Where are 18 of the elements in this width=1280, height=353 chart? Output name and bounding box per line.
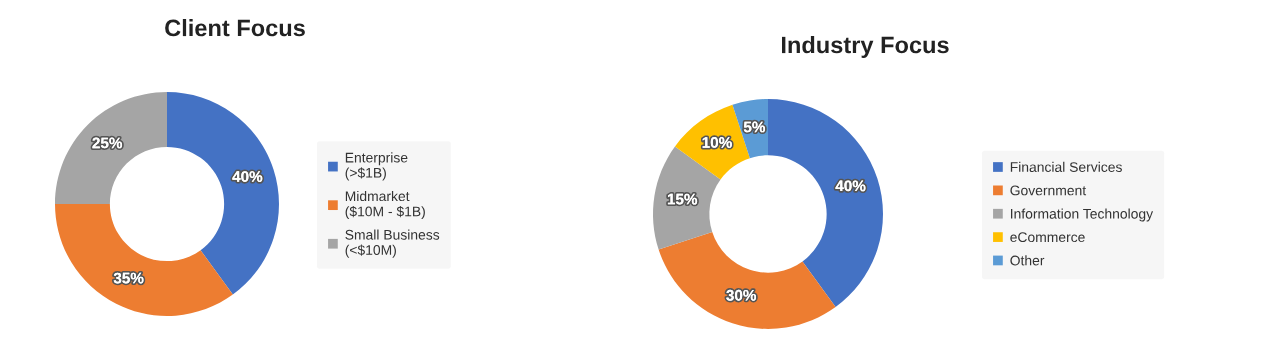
data-label: 25% xyxy=(92,137,123,149)
chart-title: Client Focus xyxy=(165,19,305,37)
data-label: 35% xyxy=(113,272,144,284)
legend-label: eCommerce xyxy=(1010,232,1085,243)
legend-label: Other xyxy=(1010,255,1045,266)
data-label: 40% xyxy=(835,180,866,192)
data-label: 30% xyxy=(726,289,757,301)
data-label: 15% xyxy=(667,193,698,205)
legend-label: Enterprise (>$1B) xyxy=(345,152,408,181)
legend-label: Small Business (<$10M) xyxy=(345,229,440,258)
data-label: 10% xyxy=(702,137,732,148)
chart-title: Industry Focus xyxy=(781,36,949,58)
data-label: 5% xyxy=(743,121,766,133)
legend-label: Financial Services xyxy=(1010,161,1122,172)
legend-label: Midmarket ($10M - $1B) xyxy=(345,190,425,220)
legend-label: Information Technology xyxy=(1011,208,1154,222)
legend-label: Government xyxy=(1010,185,1087,196)
data-label: 40% xyxy=(232,171,263,182)
